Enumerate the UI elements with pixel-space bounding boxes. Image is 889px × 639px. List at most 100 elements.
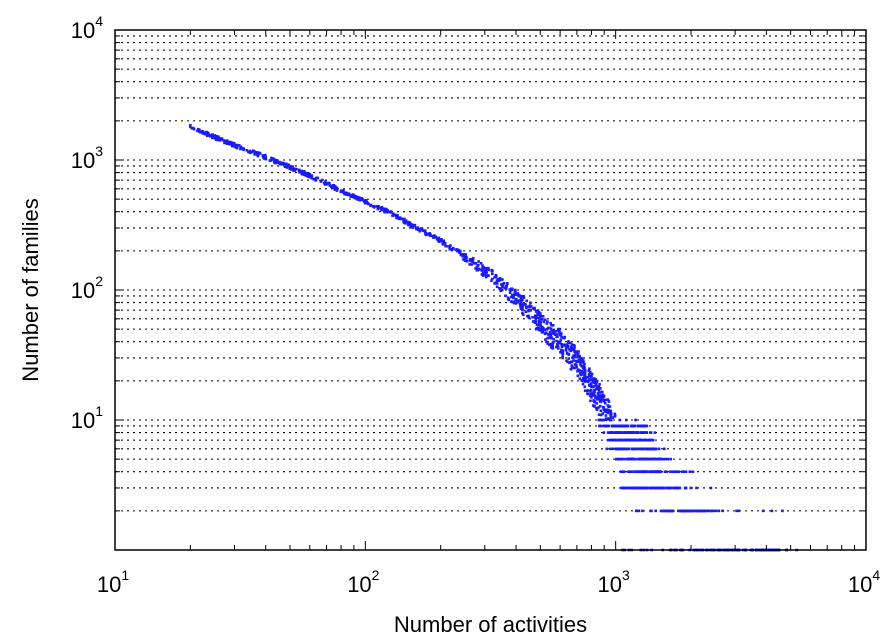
data-point (506, 282, 509, 285)
data-point (519, 300, 523, 304)
data-point (567, 340, 570, 343)
data-point (623, 431, 626, 434)
data-point (448, 244, 451, 248)
data-point (529, 305, 533, 308)
data-point (607, 400, 611, 403)
data-point (407, 223, 411, 227)
data-point (551, 331, 555, 335)
data-point (546, 327, 550, 330)
data-point (509, 295, 513, 299)
data-point (536, 309, 540, 312)
data-point (250, 150, 254, 154)
data-point (609, 415, 613, 419)
data-point (674, 470, 678, 474)
data-point (350, 195, 353, 198)
data-point (369, 204, 372, 207)
y-tick-label: 101 (71, 403, 103, 433)
data-point (628, 431, 632, 434)
data-point (297, 168, 301, 172)
data-point (539, 312, 542, 315)
data-point (533, 308, 536, 311)
data-point (592, 404, 596, 408)
data-point (316, 176, 320, 180)
data-point (640, 486, 644, 490)
data-point (554, 329, 558, 333)
data-point (609, 418, 613, 422)
data-point (364, 199, 368, 202)
data-point (573, 363, 577, 366)
data-point (655, 470, 659, 474)
data-point (561, 355, 564, 358)
data-point (494, 274, 498, 278)
data-point (597, 389, 601, 392)
data-point (649, 486, 653, 490)
data-point (361, 198, 364, 202)
data-point (651, 438, 655, 442)
data-point (345, 191, 349, 195)
data-point (581, 379, 585, 383)
data-point (295, 167, 298, 171)
data-point (484, 271, 487, 274)
data-point (547, 336, 550, 340)
data-point (639, 438, 643, 442)
data-point (568, 361, 571, 364)
data-point (363, 201, 367, 205)
data-point (632, 424, 635, 428)
data-point (209, 133, 213, 137)
data-point (537, 328, 541, 332)
data-point (520, 298, 524, 302)
data-point (597, 394, 600, 397)
data-point (672, 486, 676, 490)
data-point (669, 470, 672, 474)
data-point (663, 447, 666, 451)
data-point (310, 174, 314, 177)
data-point (189, 123, 192, 127)
data-point (458, 251, 461, 254)
data-point (578, 377, 582, 381)
data-point (531, 315, 534, 319)
data-point (665, 509, 669, 513)
data-point (504, 285, 508, 288)
data-point (677, 509, 680, 513)
data-point (678, 486, 682, 490)
data-point (464, 254, 468, 258)
data-point (578, 372, 582, 375)
data-point (641, 509, 644, 513)
data-point (583, 371, 587, 374)
data-point (781, 509, 784, 513)
data-point (560, 335, 563, 339)
data-point (633, 486, 636, 490)
data-point (281, 163, 284, 166)
data-point (419, 227, 423, 230)
data-point (309, 175, 313, 179)
data-point (630, 457, 633, 461)
data-point (475, 268, 479, 272)
data-point (583, 380, 587, 383)
data-point (290, 166, 294, 169)
data-point (242, 148, 245, 152)
data-point (572, 366, 575, 370)
data-point (328, 182, 331, 185)
data-point (603, 424, 606, 428)
data-point (672, 470, 676, 474)
data-point (269, 159, 273, 162)
data-point (539, 314, 543, 318)
data-point (620, 457, 624, 461)
data-point (619, 431, 622, 434)
data-point (404, 219, 408, 222)
data-point (615, 457, 619, 461)
data-point (473, 261, 477, 265)
data-point (616, 431, 619, 434)
data-point (560, 349, 564, 352)
data-point (285, 166, 289, 169)
data-point (626, 424, 629, 428)
y-axis-title: Number of families (18, 198, 43, 381)
data-point (478, 267, 481, 271)
data-point (537, 316, 540, 320)
data-point (534, 310, 538, 313)
data-point (471, 256, 475, 260)
data-point (665, 470, 668, 474)
data-point (477, 263, 480, 267)
data-point (237, 144, 241, 147)
